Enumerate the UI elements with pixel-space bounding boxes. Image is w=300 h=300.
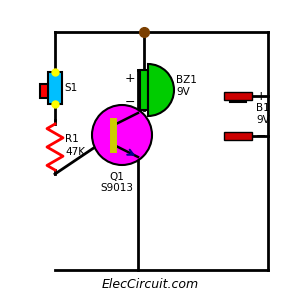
Text: BZ1: BZ1 bbox=[176, 75, 197, 85]
Text: −: − bbox=[125, 95, 135, 109]
Text: R1: R1 bbox=[65, 134, 79, 144]
Text: 9V: 9V bbox=[256, 115, 270, 125]
Text: +: + bbox=[125, 71, 135, 85]
Text: B1: B1 bbox=[256, 103, 270, 113]
Text: ElecCircuit.com: ElecCircuit.com bbox=[101, 278, 199, 292]
Text: 9V: 9V bbox=[176, 87, 190, 97]
Bar bbox=[224, 92, 252, 100]
Text: +: + bbox=[256, 89, 267, 103]
Text: −: − bbox=[256, 130, 266, 142]
Text: Q1: Q1 bbox=[110, 172, 124, 182]
Wedge shape bbox=[148, 64, 174, 116]
Circle shape bbox=[92, 105, 152, 165]
Bar bbox=[140, 70, 148, 110]
Text: S1: S1 bbox=[64, 83, 77, 93]
Bar bbox=[40, 84, 48, 98]
Bar bbox=[224, 132, 252, 140]
Bar bbox=[48, 72, 62, 104]
Text: S9013: S9013 bbox=[100, 183, 134, 193]
Text: 47K: 47K bbox=[65, 147, 85, 157]
